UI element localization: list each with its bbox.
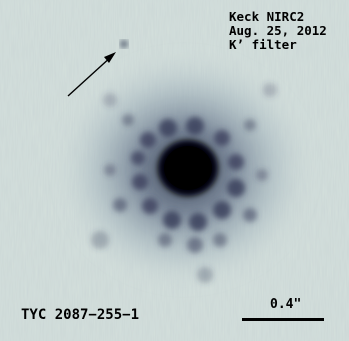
psf-core-center — [164, 146, 212, 190]
target-name: TYC 2087−255−1 — [21, 307, 140, 323]
filter-label: K’ filter — [229, 37, 297, 52]
instrument-label: Keck NIRC2 — [229, 9, 305, 24]
scale-bar-label: 0.4" — [270, 297, 302, 312]
companion-arrow — [67, 52, 116, 97]
speckle-ring — [91, 83, 277, 283]
scale-bar — [242, 318, 324, 321]
observation-date: Aug. 25, 2012 — [229, 23, 327, 38]
companion-source — [120, 40, 128, 48]
